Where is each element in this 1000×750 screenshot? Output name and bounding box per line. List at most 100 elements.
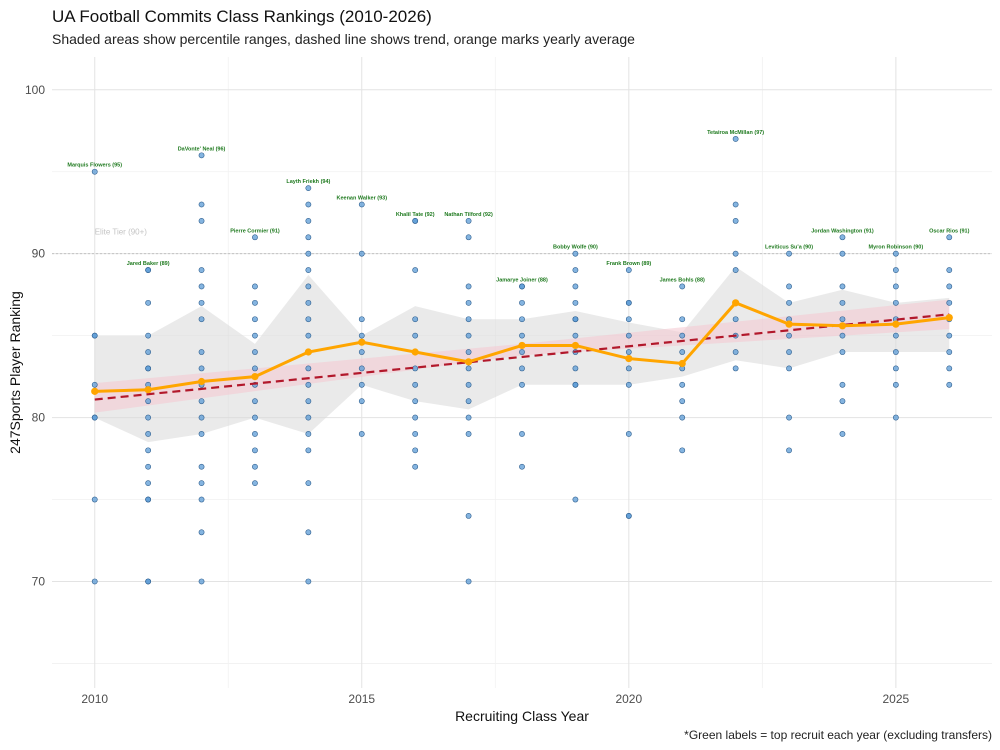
data-point [786,365,792,372]
data-point [839,332,846,339]
data-point [412,447,419,454]
data-point [252,234,258,241]
top-recruit-label: Myron Robinson (90) [869,245,924,251]
data-point [786,447,792,454]
data-point [198,365,205,372]
data-point [145,496,152,503]
top-recruit-label: Jared Baker (89) [127,261,170,267]
data-point [358,381,365,388]
data-point [465,217,472,224]
data-point [625,381,632,388]
top-recruit-label: Nathan Tilford (92) [444,212,493,218]
data-point [145,447,152,454]
data-point [572,299,579,306]
top-recruit-label: Leviticus Su'a (90) [765,245,813,251]
data-point [572,267,579,273]
trend-line [94,313,950,401]
trend-band [94,299,950,413]
data-point [892,267,899,273]
x-axis-title: Recruiting Class Year [455,708,589,724]
data-point [305,250,312,257]
top-recruit-label: Jamarye Joiner (88) [496,277,548,283]
data-point [145,431,152,437]
data-point [465,299,472,306]
data-point [358,250,365,257]
data-point [305,414,312,421]
data-point [946,365,953,372]
data-point [786,299,792,306]
data-point [305,447,312,454]
data-point [839,316,846,323]
data-point [465,349,472,355]
data-point [198,431,205,437]
data-point [465,398,472,405]
data-point [198,299,205,306]
elite-tier: Elite Tier (90+) [52,228,992,255]
data-point [679,398,686,405]
data-point [732,217,739,224]
data-point [946,299,953,306]
data-point [252,414,258,421]
data-point [732,349,739,355]
data-point [465,513,472,519]
data-point [198,283,205,290]
data-point [946,267,953,273]
top-recruit-label: Khalil Tate (92) [396,212,435,218]
data-point [519,299,525,306]
data-point [145,480,152,487]
data-point [305,283,312,290]
data-point [519,283,525,290]
data-point [412,463,419,470]
data-point [892,349,899,355]
data-point [679,283,686,290]
data-point [572,250,579,257]
data-point [91,496,98,503]
average-point [678,359,686,368]
data-point [572,381,579,388]
data-point [732,136,739,142]
data-point [839,283,846,290]
data-point [732,250,739,257]
data-point [252,283,258,290]
data-point [892,365,899,372]
y-tick-label: 80 [32,411,46,425]
data-point [145,299,152,306]
data-point [252,316,258,323]
chart-caption: *Green labels = top recruit each year (e… [684,728,992,742]
data-point [412,332,419,339]
average-point [785,320,793,328]
x-tick-label: 2025 [883,692,910,706]
average-point [518,341,526,350]
data-point [892,414,899,421]
data-point [572,316,579,323]
y-tick-label: 70 [32,574,46,588]
data-point [412,414,419,421]
data-point [465,431,472,437]
average-point [197,377,206,386]
data-point [625,299,632,306]
data-point [892,299,899,306]
x-tick-label: 2020 [615,692,642,706]
top-recruit-label: Layth Friekh (94) [286,179,330,185]
data-point [252,365,258,372]
data-point [412,217,419,224]
data-point [198,398,205,405]
data-point [625,513,632,519]
data-point [145,398,152,405]
data-point [145,578,152,585]
data-point [839,431,846,437]
chart-subtitle: Shaded areas show percentile ranges, das… [52,31,635,47]
data-point [625,316,632,323]
top-recruit-label: Frank Brown (89) [606,261,651,267]
data-point [412,267,419,273]
y-tick-label: 90 [32,247,46,261]
average-point [945,313,953,322]
data-point [946,349,953,355]
data-point [625,332,632,339]
data-point [145,332,152,339]
data-point [145,414,152,421]
data-point [198,152,205,159]
data-point [839,250,846,257]
data-point [786,414,792,421]
x-tick-label: 2015 [348,692,375,706]
